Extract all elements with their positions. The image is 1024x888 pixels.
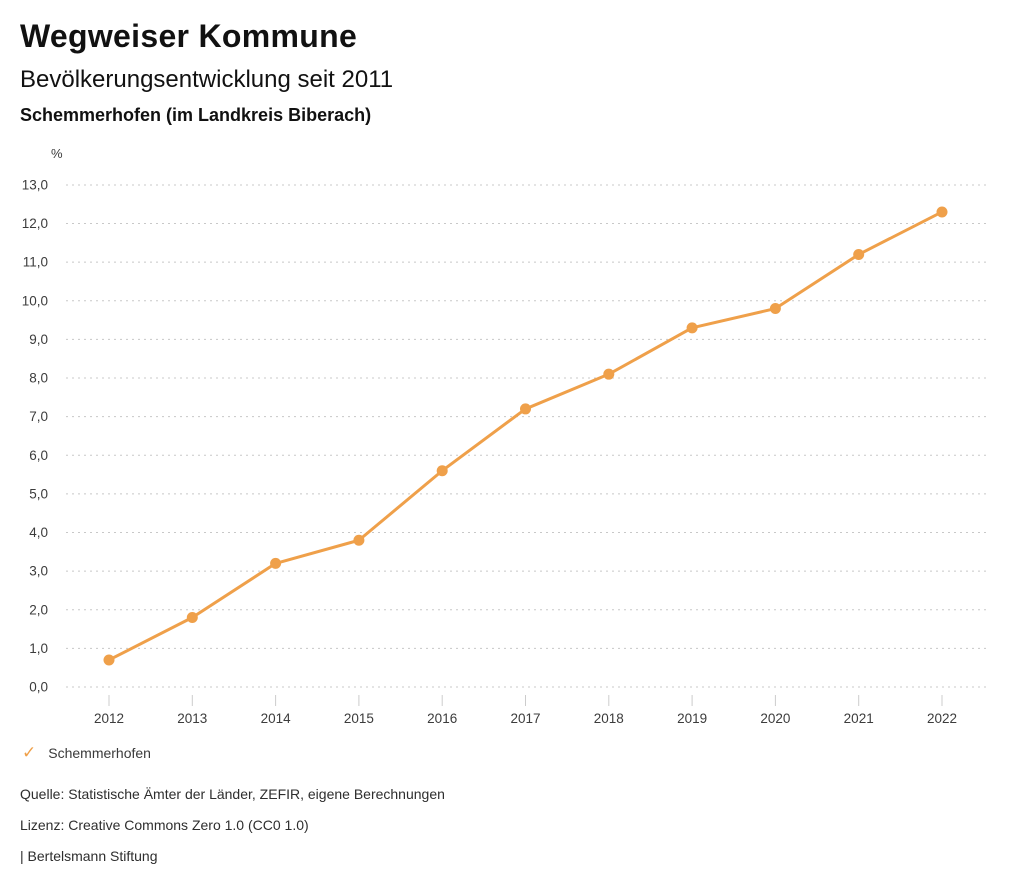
data-point[interactable]	[103, 654, 115, 666]
svg-text:2017: 2017	[510, 711, 540, 726]
svg-text:8,0: 8,0	[29, 371, 48, 386]
svg-text:0,0: 0,0	[29, 680, 48, 695]
svg-text:10,0: 10,0	[22, 293, 48, 308]
data-point[interactable]	[769, 303, 781, 315]
x-axis-ticks	[108, 695, 943, 706]
svg-text:4,0: 4,0	[29, 525, 48, 540]
attribution-note: | Bertelsmann Stiftung	[20, 848, 158, 864]
data-point[interactable]	[686, 322, 698, 334]
y-axis-unit-label: %	[51, 146, 63, 161]
data-point[interactable]	[353, 534, 365, 546]
svg-text:1,0: 1,0	[29, 641, 48, 656]
data-point[interactable]	[936, 206, 948, 218]
data-point[interactable]	[603, 368, 615, 380]
svg-text:2012: 2012	[94, 711, 124, 726]
svg-text:2013: 2013	[177, 711, 207, 726]
svg-text:11,0: 11,0	[23, 255, 48, 270]
legend-check-icon: ✓	[22, 743, 37, 762]
svg-text:2,0: 2,0	[29, 602, 48, 617]
x-axis-labels: 2012 2013 2014 2015 2016 2017 2018 2019 2020 2021…	[94, 711, 957, 726]
license-note: Lizenz: Creative Commons Zero 1.0 (CC0 1…	[20, 817, 309, 833]
chart-location-subtitle: Schemmerhofen (im Landkreis Biberach)	[20, 105, 372, 125]
source-note: Quelle: Statistische Ämter der Länder, Z…	[20, 786, 445, 802]
svg-text:6,0: 6,0	[29, 448, 48, 463]
legend-item-schemmerhofen[interactable]: ✓ Schemmerhofen	[22, 744, 151, 761]
svg-text:2019: 2019	[677, 711, 707, 726]
data-point[interactable]	[853, 248, 865, 260]
svg-text:2016: 2016	[427, 711, 457, 726]
series-schemmerhofen	[103, 206, 948, 666]
svg-text:2021: 2021	[844, 711, 874, 726]
data-point[interactable]	[270, 557, 282, 569]
legend-label: Schemmerhofen	[48, 744, 151, 761]
chart-title: Bevölkerungsentwicklung seit 2011	[20, 66, 394, 93]
svg-text:9,0: 9,0	[29, 332, 48, 347]
svg-text:13,0: 13,0	[22, 177, 48, 192]
data-point[interactable]	[520, 403, 531, 415]
page-title: Wegweiser Kommune	[20, 18, 358, 54]
svg-text:2015: 2015	[344, 711, 374, 726]
svg-text:3,0: 3,0	[29, 564, 48, 579]
svg-text:2022: 2022	[927, 711, 957, 726]
svg-text:2014: 2014	[261, 711, 292, 726]
svg-text:2018: 2018	[594, 711, 624, 726]
series-line	[108, 210, 943, 662]
data-point[interactable]	[436, 465, 448, 477]
svg-text:5,0: 5,0	[29, 486, 48, 501]
svg-text:7,0: 7,0	[29, 409, 48, 424]
svg-text:2020: 2020	[760, 711, 790, 726]
data-point[interactable]	[186, 611, 198, 623]
y-axis-labels: 0,0 1,0 2,0 3,0 4,0 5,0 6,0 7,0 8,0 9,0 10,0 11,0 12…	[22, 177, 48, 694]
y-gridlines	[66, 184, 990, 688]
svg-text:12,0: 12,0	[22, 216, 48, 231]
